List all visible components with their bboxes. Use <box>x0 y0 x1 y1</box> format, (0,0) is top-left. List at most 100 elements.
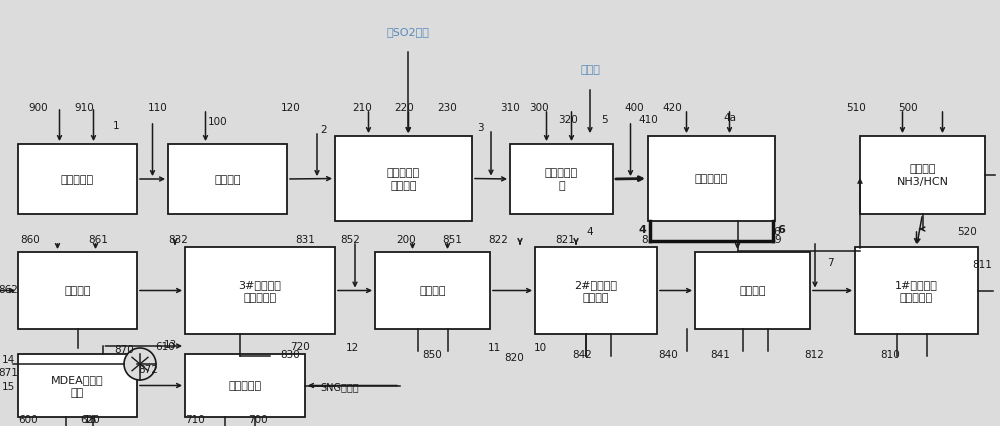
Text: 520: 520 <box>957 227 977 236</box>
Text: 910: 910 <box>74 103 94 113</box>
Bar <box>695 253 810 329</box>
Text: NH3/HCN: NH3/HCN <box>896 177 948 187</box>
Text: 6: 6 <box>774 227 780 236</box>
Text: 化反应器，: 化反应器， <box>900 292 933 302</box>
Bar <box>335 137 472 222</box>
Text: 精脱硫保护: 精脱硫保护 <box>545 168 578 178</box>
Text: 热法脱硫: 热法脱硫 <box>390 181 417 190</box>
Text: 400: 400 <box>624 103 644 113</box>
Text: 872: 872 <box>138 364 158 374</box>
Text: 化反应器，: 化反应器， <box>243 292 277 302</box>
Text: 720: 720 <box>290 341 310 351</box>
Text: 110: 110 <box>148 103 168 113</box>
Text: 热量回收: 热量回收 <box>64 286 91 296</box>
Text: 900: 900 <box>28 103 48 113</box>
Text: 15: 15 <box>1 381 15 391</box>
Text: 16: 16 <box>83 414 97 424</box>
Text: 7: 7 <box>827 257 833 268</box>
Text: 化反应器: 化反应器 <box>583 292 609 302</box>
Text: 860: 860 <box>20 234 40 245</box>
Text: 富SO2气体: 富SO2气体 <box>387 27 429 37</box>
Text: 水煤浆气化: 水煤浆气化 <box>61 175 94 184</box>
Text: 870: 870 <box>114 344 134 354</box>
Bar <box>18 354 137 417</box>
Text: 床: 床 <box>558 181 565 191</box>
Text: 821: 821 <box>555 234 575 245</box>
Text: 830: 830 <box>280 349 300 359</box>
Text: 吸附床脱: 吸附床脱 <box>909 164 936 174</box>
Text: 820: 820 <box>504 352 524 362</box>
Text: 化碳: 化碳 <box>71 387 84 397</box>
Text: 851: 851 <box>442 234 462 245</box>
Text: 三甘醇脱水: 三甘醇脱水 <box>228 380 262 391</box>
Text: 210: 210 <box>352 103 372 113</box>
Text: 862: 862 <box>0 284 18 294</box>
Text: 620: 620 <box>80 414 100 424</box>
Text: 4: 4 <box>638 225 646 234</box>
Text: 14: 14 <box>1 354 15 364</box>
Text: 812: 812 <box>804 349 824 359</box>
Text: 852: 852 <box>340 234 360 245</box>
Text: 500: 500 <box>898 103 918 113</box>
Text: 300: 300 <box>529 103 549 113</box>
Text: 1: 1 <box>113 121 119 131</box>
Circle shape <box>124 348 156 380</box>
Bar <box>185 248 335 334</box>
Text: 4a: 4a <box>724 113 736 123</box>
Text: 10: 10 <box>533 342 547 352</box>
Text: 230: 230 <box>437 103 457 113</box>
Text: 700: 700 <box>248 414 268 424</box>
Text: 非耐硫变换: 非耐硫变换 <box>695 174 728 184</box>
Text: 320: 320 <box>558 115 578 125</box>
Text: 8: 8 <box>642 234 648 245</box>
Text: 5: 5 <box>601 115 607 125</box>
Text: 410: 410 <box>638 115 658 125</box>
Text: 850: 850 <box>422 349 442 359</box>
Text: 循环流化床: 循环流化床 <box>387 167 420 178</box>
Text: 840: 840 <box>658 349 678 359</box>
Text: 水蒸汽: 水蒸汽 <box>580 65 600 75</box>
Text: 810: 810 <box>880 349 900 359</box>
Text: 510: 510 <box>846 103 866 113</box>
Text: MDEA脱二氧: MDEA脱二氧 <box>51 374 104 384</box>
Bar <box>855 248 978 334</box>
Text: 11: 11 <box>487 342 501 352</box>
Bar <box>648 137 775 222</box>
Text: 2#绝热甲烷: 2#绝热甲烷 <box>574 279 618 289</box>
Text: 热量回收: 热量回收 <box>419 286 446 296</box>
Text: 610: 610 <box>155 341 175 351</box>
Text: 6: 6 <box>777 225 785 234</box>
Text: 710: 710 <box>185 414 205 424</box>
Text: 831: 831 <box>295 234 315 245</box>
Text: 120: 120 <box>281 103 301 113</box>
Bar <box>860 137 985 215</box>
Bar <box>510 145 613 215</box>
Text: 841: 841 <box>710 349 730 359</box>
Text: 100: 100 <box>208 117 228 127</box>
Bar <box>535 248 657 334</box>
Text: 420: 420 <box>662 103 682 113</box>
Bar <box>18 253 137 329</box>
Text: 13: 13 <box>163 339 177 349</box>
Text: 600: 600 <box>18 414 38 424</box>
Text: 200: 200 <box>396 234 416 245</box>
Text: 220: 220 <box>394 103 414 113</box>
Text: 842: 842 <box>572 349 592 359</box>
Text: 3#等温甲烷: 3#等温甲烷 <box>239 279 281 289</box>
Bar <box>168 145 287 215</box>
Text: 2: 2 <box>321 125 327 135</box>
Text: 861: 861 <box>88 234 108 245</box>
Text: 1#绝热甲烷: 1#绝热甲烷 <box>895 279 938 289</box>
Bar <box>185 354 305 417</box>
Text: 4: 4 <box>587 227 593 236</box>
Text: 3: 3 <box>477 123 483 132</box>
Bar <box>375 253 490 329</box>
Text: 9: 9 <box>775 234 781 245</box>
Text: 310: 310 <box>500 103 520 113</box>
Text: SNG产品气: SNG产品气 <box>321 381 359 391</box>
Text: 822: 822 <box>488 234 508 245</box>
Text: 热量回收: 热量回收 <box>739 286 766 296</box>
Text: 811: 811 <box>972 259 992 269</box>
Bar <box>18 145 137 215</box>
Text: 激冷洗涤: 激冷洗涤 <box>214 175 241 184</box>
